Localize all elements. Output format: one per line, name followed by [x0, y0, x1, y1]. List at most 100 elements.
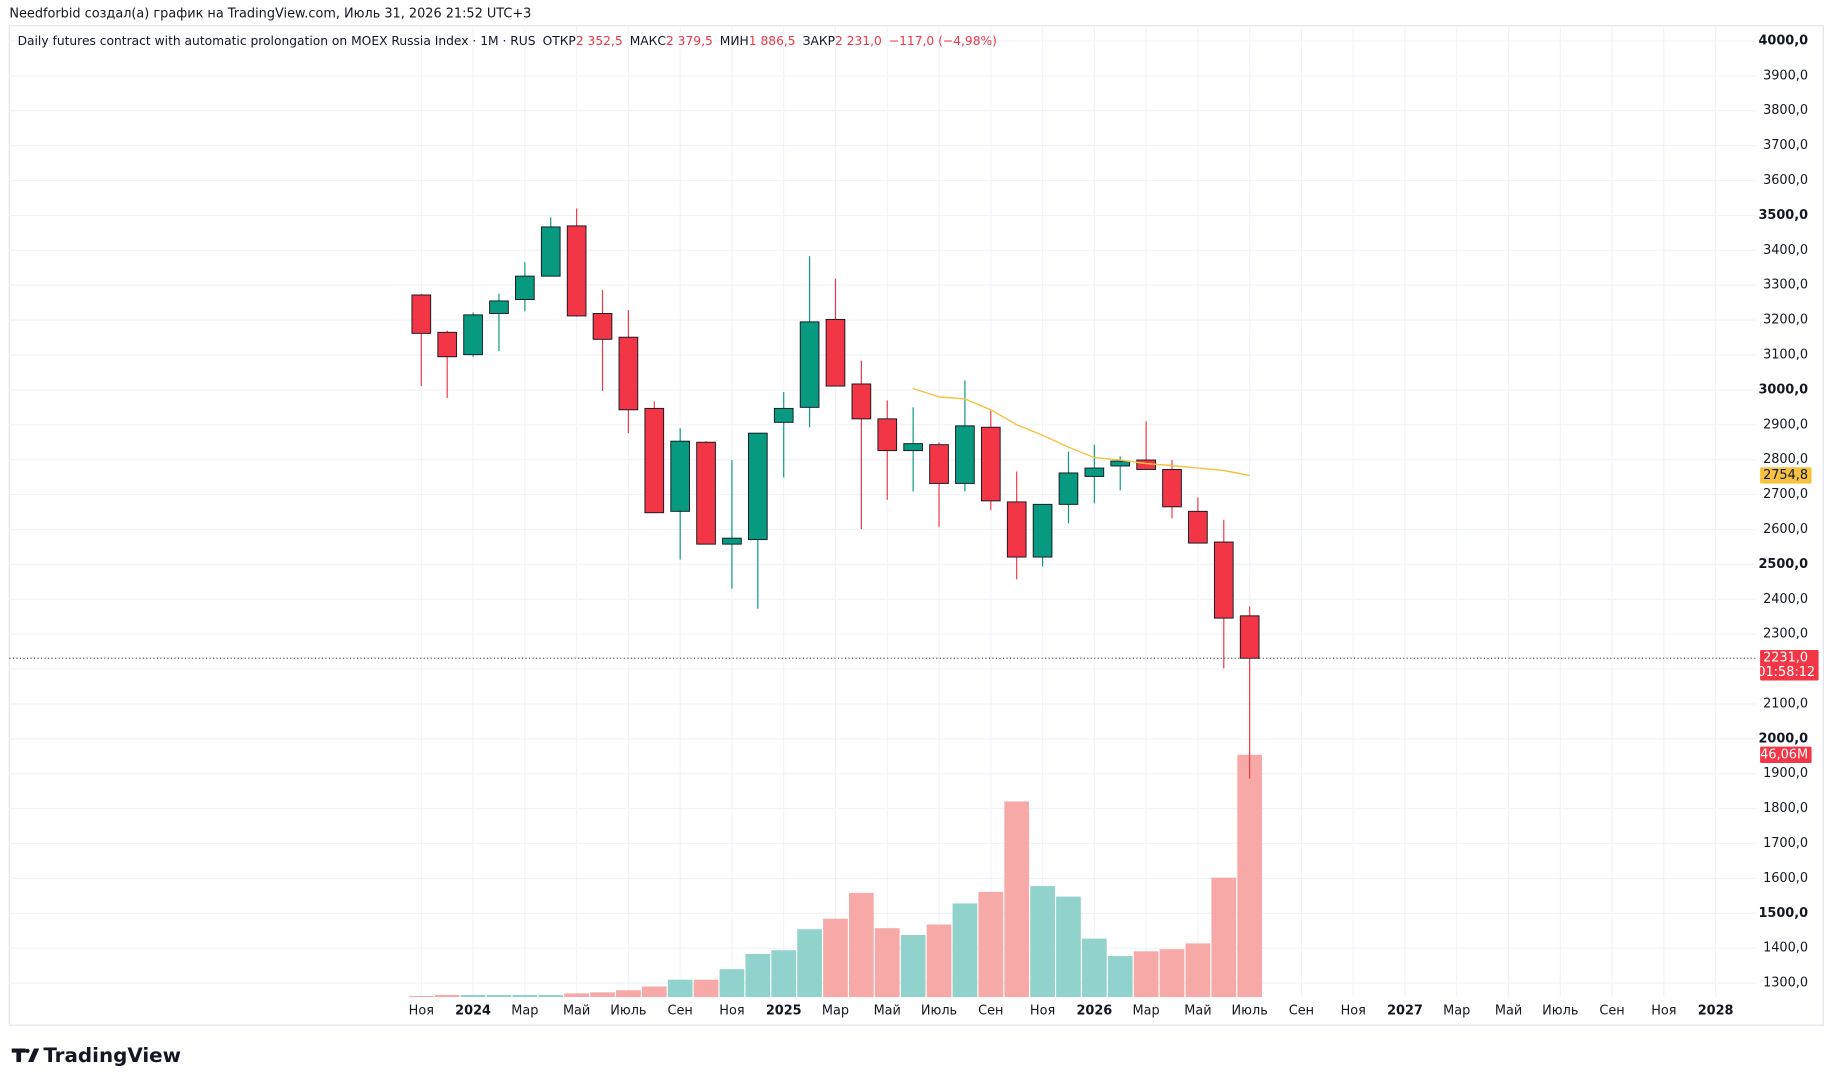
candle-body	[1032, 503, 1053, 558]
countdown: 01:58:12	[1757, 665, 1815, 680]
x-tick-label: 2025	[766, 1004, 802, 1019]
y-tick-label: 3100,0	[1763, 348, 1808, 363]
candle-body	[1110, 460, 1131, 467]
x-tick-label: Май	[1184, 1004, 1211, 1019]
y-tick-label: 1500,0	[1758, 906, 1808, 921]
volume-label-box	[1760, 746, 1812, 764]
y-tick-label: 1400,0	[1763, 941, 1808, 956]
last-price-box	[1760, 650, 1819, 681]
candle-body	[540, 226, 561, 277]
volume-bar	[641, 986, 667, 998]
symbol-legend: Daily futures contract with automatic pr…	[18, 33, 997, 47]
x-tick-label: Мар	[1443, 1004, 1470, 1019]
candle-body	[515, 275, 535, 300]
x-tick-label: Ноя	[719, 1004, 744, 1019]
chart-frame	[8, 25, 1824, 1026]
candle-body	[463, 314, 483, 356]
volume-bar	[823, 918, 848, 998]
logo-icon	[11, 1048, 40, 1063]
volume-bar	[874, 928, 900, 998]
volume-bar	[978, 891, 1004, 998]
ohlc-value: 1 886,5	[749, 33, 796, 47]
volume-pane	[408, 754, 1263, 998]
x-tick-label: 2028	[1698, 1004, 1734, 1019]
volume-bar	[1107, 956, 1133, 998]
candle-body	[877, 418, 898, 452]
volume-bar	[434, 994, 460, 998]
y-tick-label: 2600,0	[1763, 522, 1808, 537]
x-tick-label: Май	[1495, 1004, 1522, 1019]
y-tick-label: 3700,0	[1763, 138, 1808, 153]
volume-bar	[1056, 896, 1081, 998]
y-tick-label: 1800,0	[1763, 801, 1808, 816]
last-price-label: 2231,0	[1763, 651, 1808, 666]
volume-bar	[1159, 949, 1185, 998]
y-tick-label: 1300,0	[1763, 976, 1808, 991]
volume-bar	[719, 969, 745, 998]
candle-body	[592, 313, 613, 340]
volume-bar	[512, 994, 538, 998]
volume-bar	[849, 892, 874, 998]
logo-dot	[25, 1048, 30, 1053]
x-tick-label: Июль	[921, 1004, 957, 1019]
candle-body	[722, 537, 742, 545]
candle-body	[903, 443, 923, 452]
candle-body	[825, 318, 846, 387]
x-tick-label: Ноя	[1341, 1004, 1366, 1019]
x-tick-label: Июль	[610, 1004, 646, 1019]
y-tick-label: 3500,0	[1758, 208, 1808, 223]
y-tick-label: 2300,0	[1763, 627, 1808, 642]
y-tick-label: 2800,0	[1763, 452, 1808, 467]
candle-body	[1213, 541, 1234, 619]
x-tick-label: Мар	[1133, 1004, 1160, 1019]
x-tick-label: Мар	[511, 1004, 538, 1019]
grid	[9, 25, 1756, 998]
y-tick-label: 3800,0	[1763, 103, 1808, 118]
volume-bar	[1030, 886, 1055, 998]
candle-body	[670, 440, 691, 512]
candle-body	[411, 294, 432, 334]
header: Needforbid создал(а) график на TradingVi…	[9, 7, 531, 22]
candle-body	[1058, 472, 1079, 505]
y-tick-label: 2400,0	[1763, 592, 1808, 607]
volume-bar	[1133, 951, 1159, 998]
volume-bar	[486, 994, 512, 998]
x-tick-label: Ноя	[409, 1004, 434, 1019]
x-tick-label: Сен	[668, 1004, 693, 1019]
volume-bar	[1004, 801, 1030, 998]
candle-body	[566, 225, 587, 317]
x-tick-label: Сен	[1599, 1004, 1624, 1019]
y-tick-label: 3000,0	[1758, 382, 1808, 397]
volume-bar	[1081, 938, 1107, 998]
candle-body	[437, 331, 458, 358]
ohlc-value: 2 231,0	[835, 33, 882, 47]
ma-price-label: 2754,8	[1763, 468, 1808, 483]
ma-price-box	[1760, 467, 1812, 484]
y-tick-label: 3200,0	[1763, 313, 1808, 328]
candle-body	[618, 336, 639, 411]
volume-bar	[1237, 754, 1263, 998]
y-tick-label: 2000,0	[1758, 731, 1808, 746]
volume-bar	[926, 924, 952, 998]
candle-body	[799, 321, 820, 408]
y-tick-label: 3900,0	[1763, 68, 1808, 83]
candle-body	[1006, 501, 1027, 558]
volume-bar	[693, 979, 719, 998]
volume-bar	[538, 994, 564, 998]
volume-label: 46,06M	[1760, 747, 1808, 762]
candle-body	[696, 441, 716, 545]
y-tick-label: 2700,0	[1763, 487, 1808, 502]
candle-body	[955, 425, 975, 484]
volume-bar	[564, 993, 589, 998]
x-tick-label: Сен	[1289, 1004, 1314, 1019]
candle-body	[851, 383, 872, 420]
volume-bar	[616, 990, 641, 998]
change-value: −117,0 (−4,98%)	[889, 33, 997, 47]
volume-bar	[667, 979, 693, 998]
x-tick-label: Ноя	[1651, 1004, 1676, 1019]
x-tick-label: Июль	[1542, 1004, 1578, 1019]
ohlc-label: МАКС	[630, 33, 666, 47]
x-tick-label: Сен	[978, 1004, 1003, 1019]
